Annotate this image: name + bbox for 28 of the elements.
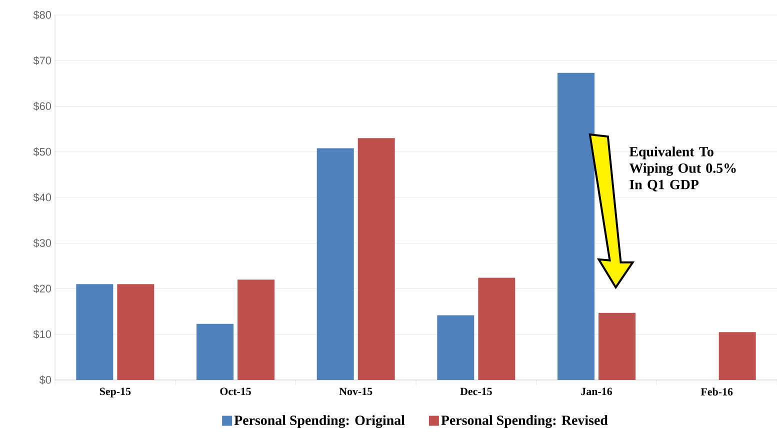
bar: [478, 278, 516, 380]
y-tick-label: $30: [33, 238, 52, 248]
legend-label: Personal Spending: Original: [234, 415, 405, 428]
bar: [718, 332, 756, 380]
y-tick-label: $60: [33, 102, 52, 111]
x-tick-label: Feb-16: [700, 388, 733, 396]
y-tick-label: $10: [33, 330, 52, 339]
bar: [117, 284, 154, 380]
y-tick-label: $80: [33, 10, 52, 20]
x-tick-label: Nov-15: [339, 388, 372, 396]
y-tick-label: $70: [33, 56, 52, 66]
x-tick-label: Jan-16: [581, 388, 612, 396]
bar: [358, 138, 395, 380]
bar: [316, 148, 354, 380]
y-tick-label: $0: [39, 376, 52, 384]
bar: [196, 324, 234, 380]
bar: [238, 280, 275, 380]
y-tick-label: $50: [33, 147, 52, 156]
y-tick-label: $20: [33, 284, 52, 294]
legend-label: Personal Spending: Revised: [441, 415, 608, 428]
y-tick-label: $40: [33, 193, 52, 202]
x-tick-label: Oct-15: [220, 388, 251, 396]
x-tick-label: Dec-15: [460, 388, 492, 396]
annotation: Equivalent To Wiping Out 0.5% In Q1 GDP: [629, 146, 736, 192]
x-tick-label: Sep-15: [100, 388, 131, 398]
bar: [598, 312, 636, 380]
bar: [76, 284, 114, 380]
bar: [437, 315, 474, 380]
